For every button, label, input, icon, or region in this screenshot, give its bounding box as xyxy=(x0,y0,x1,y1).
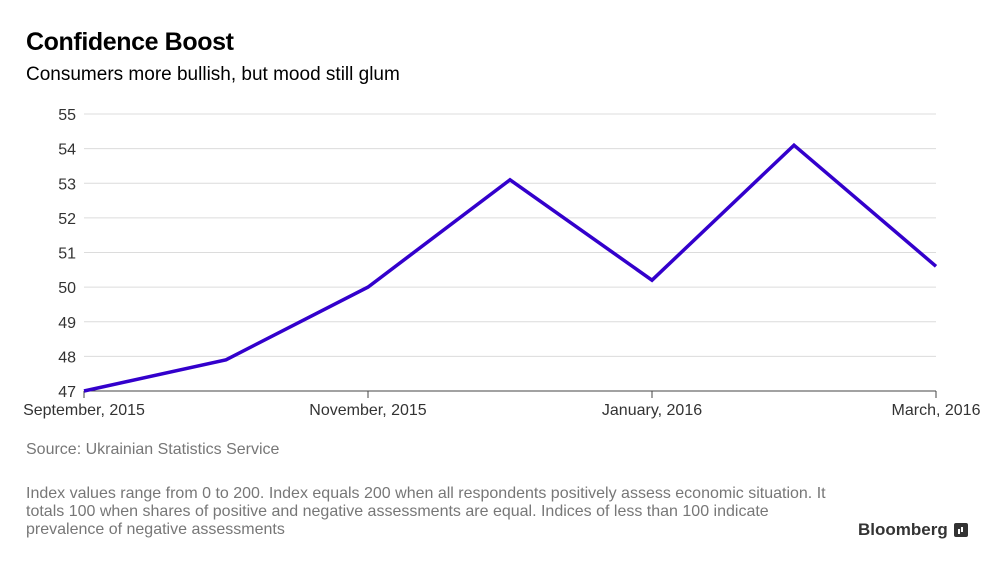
source-note: Source: Ukrainian Statistics Service xyxy=(26,441,280,458)
footnote: Index values range from 0 to 200. Index … xyxy=(26,485,826,538)
series-line xyxy=(83,142,938,393)
x-axis-ticks: September, 2015 November, 2015 January, 20… xyxy=(23,391,981,419)
brand-name: Bloomberg xyxy=(858,520,948,539)
x-tick-label: November, 2015 xyxy=(309,402,427,419)
y-tick-label: 55 xyxy=(58,107,76,124)
y-tick-label: 51 xyxy=(58,246,76,263)
y-tick-label: 52 xyxy=(58,211,76,228)
x-tick-label: March, 2016 xyxy=(892,402,981,419)
chart-title: Confidence Boost xyxy=(26,28,234,56)
brand-logo: Bloomberg xyxy=(858,520,968,540)
x-tick-label: September, 2015 xyxy=(23,402,145,419)
y-axis-ticks: 47 48 49 50 51 52 53 54 55 xyxy=(58,107,76,401)
grid-lines xyxy=(84,113,936,357)
bloomberg-chart-icon xyxy=(953,523,968,537)
y-tick-label: 48 xyxy=(58,349,76,366)
y-tick-label: 47 xyxy=(58,384,76,401)
y-tick-label: 54 xyxy=(58,142,76,159)
y-tick-label: 53 xyxy=(58,176,76,193)
y-tick-label: 50 xyxy=(58,280,76,297)
y-tick-label: 49 xyxy=(58,315,76,332)
chart-subtitle: Consumers more bullish, but mood still g… xyxy=(26,64,400,85)
x-tick-label: January, 2016 xyxy=(602,402,702,419)
